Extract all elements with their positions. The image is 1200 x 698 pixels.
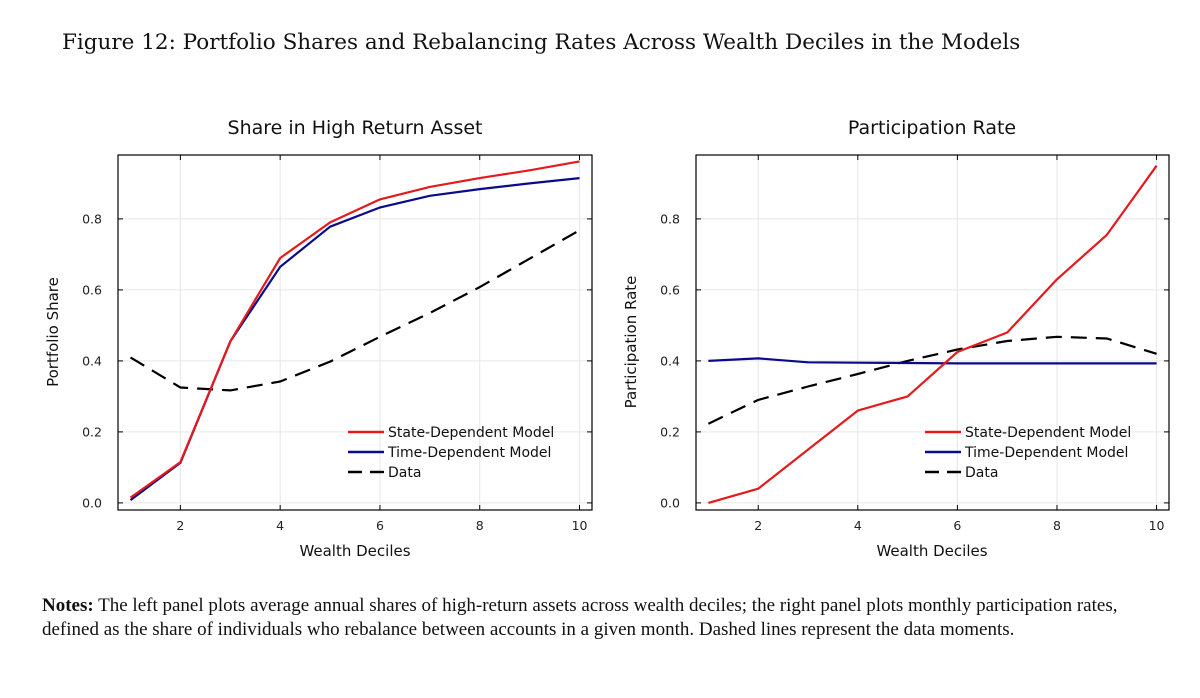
legend-label: State-Dependent Model [965,425,1131,441]
y-tick-label: 0.0 [82,495,102,510]
y-tick-label: 0.0 [660,495,680,510]
x-tick-label: 10 [572,518,588,533]
notes-label: Notes: [42,595,94,616]
chart-panel-2: 2 4 6 8 10 0.0 0.2 0.4 0.6 0.8 Participation Rate W… [622,117,1170,560]
y-tick-label: 0.8 [660,211,680,226]
series-line-data [129,229,581,392]
x-axis-label: Wealth Deciles [876,542,987,560]
x-tick-label: 8 [1053,518,1061,533]
y-tick-label: 0.4 [82,353,102,368]
chart-title: Participation Rate [848,117,1016,139]
x-tick-label: 2 [754,518,762,533]
x-tick-label: 6 [376,518,384,533]
legend-label: Data [965,465,998,481]
series-line-state [129,160,580,499]
y-tick-label: 0.6 [660,282,680,297]
figure-notes: Notes: The left panel plots average annu… [42,594,1162,642]
chart-title: Share in High Return Asset [228,117,483,139]
series-line-data [707,335,1157,425]
chart-panel-1: 2 4 6 8 10 0.0 0.2 0.4 0.6 0.8 Share in High Retur… [44,117,593,560]
x-axis-label: Wealth Deciles [299,542,410,560]
legend-label: Time-Dependent Model [387,445,551,461]
x-tick-label: 2 [176,518,184,533]
x-tick-label: 10 [1149,518,1165,533]
x-tick-label: 4 [854,518,862,533]
y-axis-label: Participation Rate [622,276,640,409]
y-tick-label: 0.6 [82,282,102,297]
y-tick-label: 0.2 [660,424,680,439]
y-tick-label: 0.2 [82,424,102,439]
y-tick-label: 0.4 [660,353,680,368]
legend-label: Data [388,465,421,481]
notes-text: The left panel plots average annual shar… [42,595,1118,640]
series-line-state [708,165,1158,504]
x-tick-label: 4 [276,518,284,533]
legend-label: Time-Dependent Model [964,445,1128,461]
x-tick-label: 8 [476,518,484,533]
y-tick-label: 0.8 [82,211,102,226]
legend-label: State-Dependent Model [388,425,554,441]
figure-title: Figure 12: Portfolio Shares and Rebalanc… [62,30,1021,55]
plot-frame [117,154,593,511]
plot-frame [695,154,1170,511]
series-line-time [708,357,1157,365]
x-tick-label: 6 [953,518,961,533]
y-axis-label: Portfolio Share [44,277,62,387]
